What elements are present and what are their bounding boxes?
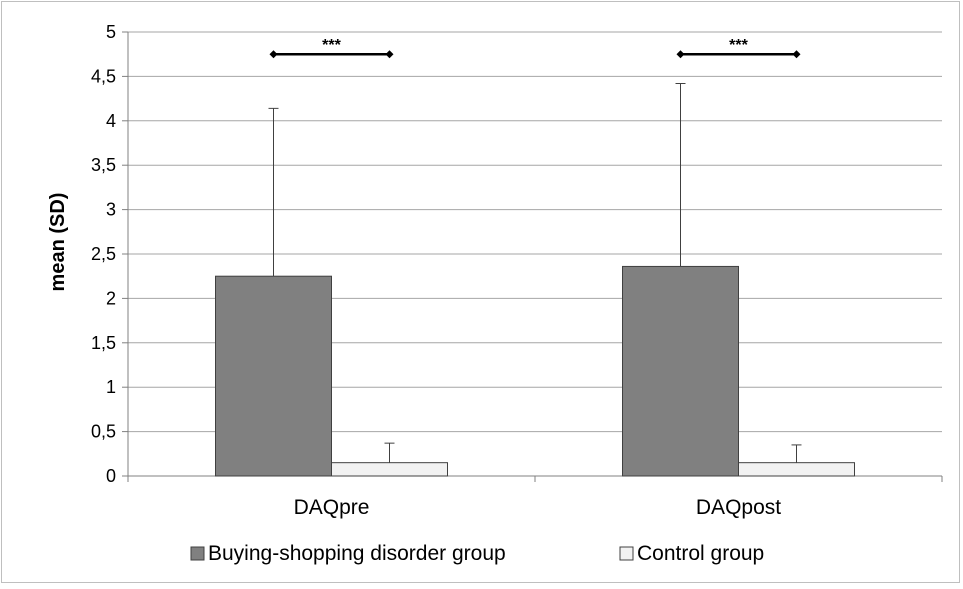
legend-label-buying-shopping: Buying-shopping disorder group	[208, 542, 506, 565]
y-tick-label: 0,5	[91, 422, 116, 442]
y-tick-label: 0	[106, 466, 116, 486]
bar-control-daqpre	[331, 462, 448, 477]
error-bars	[268, 83, 802, 463]
axis-labels: 0 0,5 1 1,5 2 2,5 3 3,5 4 4,5 5 DAQpre DAQpost	[91, 22, 781, 519]
legend-label-control: Control group	[637, 542, 764, 565]
x-category-label: DAQpost	[696, 496, 781, 519]
y-tick-label: 1,5	[91, 333, 116, 353]
bar-buying-shopping-daqpre	[215, 275, 332, 477]
bracket-end-marker	[385, 50, 394, 59]
significance-label: ***	[729, 37, 748, 54]
y-tick-label: 4	[106, 111, 116, 131]
bracket-end-marker	[269, 50, 278, 59]
legend-swatch-buying-shopping	[190, 546, 205, 561]
significance-annotations: *** ***	[269, 37, 801, 59]
y-tick-label: 1	[106, 377, 116, 397]
bar-control-daqpost	[738, 462, 855, 477]
y-tick-label: 3	[106, 200, 116, 220]
legend-swatch-control	[619, 546, 634, 561]
bracket-end-marker	[792, 50, 801, 59]
bracket-end-marker	[676, 50, 685, 59]
y-tick-label: 5	[106, 22, 116, 42]
y-axis-label: mean (SD)	[47, 193, 69, 292]
y-tick-label: 3,5	[91, 155, 116, 175]
bars	[215, 265, 855, 477]
bar-buying-shopping-daqpost	[622, 265, 739, 477]
x-category-label: DAQpre	[294, 496, 370, 519]
y-tick-label: 2,5	[91, 244, 116, 264]
legend: Buying-shopping disorder group Control g…	[190, 542, 764, 565]
y-tick-label: 4,5	[91, 66, 116, 86]
significance-label: ***	[322, 37, 341, 54]
y-tick-label: 2	[106, 288, 116, 308]
